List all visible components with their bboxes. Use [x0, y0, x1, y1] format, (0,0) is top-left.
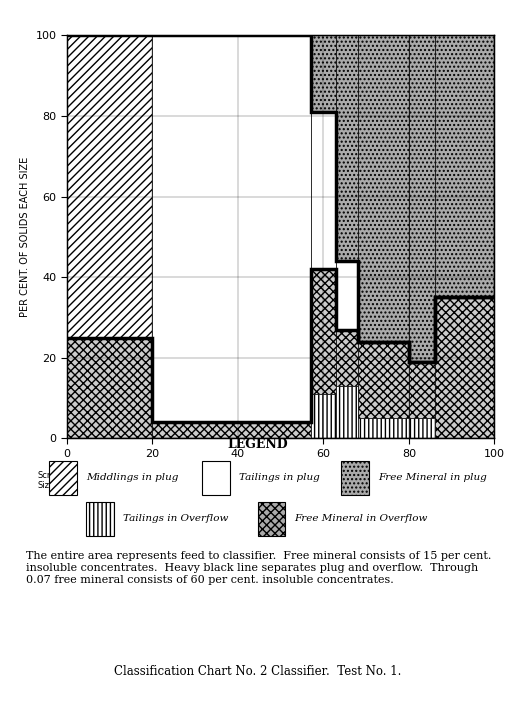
- Bar: [336, 386, 357, 438]
- Bar: [67, 35, 152, 337]
- Bar: [67, 337, 152, 438]
- Bar: [258, 502, 285, 536]
- Bar: [435, 297, 494, 438]
- Bar: [357, 35, 409, 341]
- Bar: [357, 418, 409, 438]
- Bar: [311, 394, 336, 438]
- Text: Free Mineral in plug: Free Mineral in plug: [378, 474, 487, 482]
- Bar: [409, 418, 435, 438]
- Bar: [86, 502, 114, 536]
- Bar: [152, 35, 311, 422]
- Y-axis label: PER CENT. OF SOLIDS EACH SIZE: PER CENT. OF SOLIDS EACH SIZE: [20, 157, 30, 317]
- Bar: [336, 261, 357, 329]
- Text: Tailings in Overflow: Tailings in Overflow: [123, 514, 229, 523]
- Text: Middlings in plug: Middlings in plug: [86, 474, 178, 482]
- Bar: [409, 362, 435, 418]
- Text: LEGEND: LEGEND: [227, 438, 288, 451]
- Bar: [357, 341, 409, 418]
- Text: Screen
Size,mm.: Screen Size,mm.: [37, 471, 76, 490]
- Bar: [202, 461, 230, 495]
- Bar: [409, 35, 435, 362]
- Bar: [336, 35, 357, 261]
- Bar: [152, 422, 311, 438]
- Bar: [435, 35, 494, 297]
- Text: Classification Chart No. 2 Classifier.  Test No. 1.: Classification Chart No. 2 Classifier. T…: [114, 665, 401, 678]
- Bar: [49, 461, 77, 495]
- Bar: [341, 461, 369, 495]
- Text: The entire area represents feed to classifier.  Free mineral consists of 15 per : The entire area represents feed to class…: [26, 551, 491, 585]
- Bar: [311, 112, 336, 269]
- Bar: [336, 329, 357, 386]
- Text: Free Mineral in Overflow: Free Mineral in Overflow: [295, 514, 428, 523]
- Bar: [311, 269, 336, 394]
- Bar: [311, 35, 336, 112]
- Text: Tailings in plug: Tailings in plug: [239, 474, 320, 482]
